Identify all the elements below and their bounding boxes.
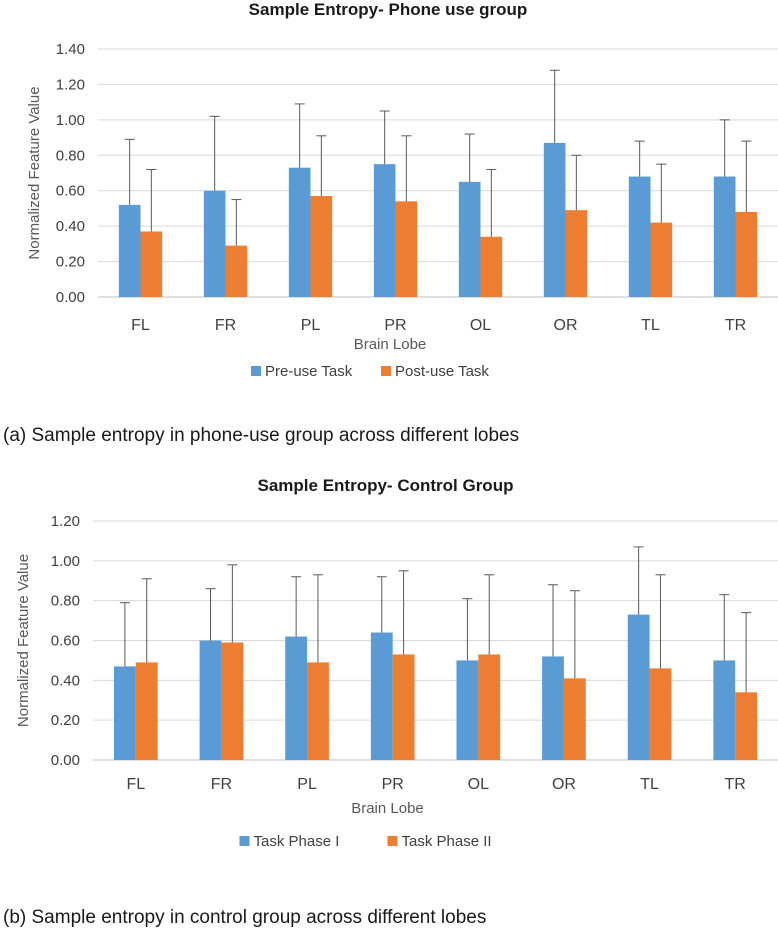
y-tick-label: 0.00 bbox=[51, 752, 80, 769]
y-tick-label: 0.40 bbox=[51, 672, 80, 689]
bar-tr-series-2 bbox=[735, 692, 758, 760]
bar-tr-series-2 bbox=[735, 211, 758, 297]
chart-control: Sample Entropy- Control Group 0.00 0.20 0.4… bbox=[15, 476, 778, 850]
y-tick-label: 0.40 bbox=[56, 218, 85, 235]
x-tick-label-fl: FL bbox=[126, 776, 145, 793]
x-tick-label-or: OR bbox=[554, 317, 578, 334]
bar-or-series-2 bbox=[563, 678, 586, 760]
caption-b: (b) Sample entropy in control group acro… bbox=[3, 907, 487, 928]
chart-phone-use: Sample Entropy- Phone use group 0.00 0.20 0… bbox=[26, 0, 778, 380]
legend-label-series-2: Post-use Task bbox=[395, 363, 489, 380]
bar-fl-series-2 bbox=[140, 231, 163, 297]
x-tick-label-ol: OL bbox=[468, 776, 489, 793]
bar-fl-series-1 bbox=[113, 666, 136, 760]
legend-label-series-2: Task Phase II bbox=[402, 833, 492, 850]
x-tick-label-pr: PR bbox=[382, 776, 404, 793]
x-tick-label-pl: PL bbox=[297, 776, 317, 793]
y-tick-label: 0.60 bbox=[56, 183, 85, 200]
bar-pl-series-2 bbox=[307, 662, 329, 760]
y-tick-label: 1.20 bbox=[56, 76, 85, 93]
y-tick-label: 1.00 bbox=[51, 553, 80, 570]
bar-tr-series-1 bbox=[713, 176, 736, 297]
bar-ol-series-1 bbox=[458, 181, 481, 297]
legend-swatch-series-1 bbox=[251, 366, 261, 376]
bar-ol-series-1 bbox=[456, 660, 479, 760]
bar-tl-series-2 bbox=[649, 668, 672, 760]
x-axis-title: Brain Lobe bbox=[351, 800, 424, 817]
x-axis-title: Brain Lobe bbox=[354, 336, 427, 353]
x-tick-label-ol: OL bbox=[470, 317, 491, 334]
caption-a: (a) Sample entropy in phone-use group ac… bbox=[3, 425, 520, 446]
bar-pr-series-2 bbox=[392, 654, 415, 760]
bar-pr-series-1 bbox=[373, 164, 396, 297]
y-tick-label: 0.80 bbox=[51, 593, 80, 610]
y-axis-title: Normalized Feature Value bbox=[26, 86, 43, 259]
x-tick-label-tr: TR bbox=[725, 317, 746, 334]
x-tick-label-tl: TL bbox=[641, 317, 660, 334]
y-tick-label: 1.00 bbox=[56, 112, 85, 129]
x-tick-label-pr: PR bbox=[384, 317, 406, 334]
bar-fr-series-2 bbox=[225, 245, 248, 297]
legend-swatch-series-1 bbox=[239, 836, 250, 846]
bar-pl-series-1 bbox=[285, 636, 308, 760]
bar-fr-series-1 bbox=[199, 640, 222, 760]
x-tick-label-fr: FR bbox=[215, 317, 236, 334]
bar-ol-series-2 bbox=[478, 654, 501, 760]
bar-tl-series-1 bbox=[628, 176, 651, 297]
bar-or-series-1 bbox=[543, 142, 566, 297]
y-tick-label: 0.20 bbox=[56, 254, 85, 271]
x-tick-label-tr: TR bbox=[725, 776, 746, 793]
chart-title-a: Sample Entropy- Phone use group bbox=[249, 0, 528, 19]
bar-fr-series-1 bbox=[203, 190, 226, 297]
x-tick-label-pl: PL bbox=[301, 317, 321, 334]
y-tick-label: 1.20 bbox=[51, 513, 80, 530]
bar-ol-series-2 bbox=[480, 236, 503, 297]
bar-pr-series-1 bbox=[370, 632, 393, 760]
y-tick-label: 0.20 bbox=[51, 712, 80, 729]
x-tick-label-fr: FR bbox=[211, 776, 232, 793]
legend-swatch-series-2 bbox=[387, 836, 398, 846]
y-axis-title: Normalized Feature Value bbox=[15, 554, 32, 727]
y-tick-label: 1.40 bbox=[56, 41, 85, 58]
chart-title-b: Sample Entropy- Control Group bbox=[258, 476, 514, 495]
legend-swatch-series-2 bbox=[381, 366, 391, 376]
legend-label-series-1: Task Phase I bbox=[254, 833, 340, 850]
bar-tl-series-2 bbox=[650, 222, 673, 297]
legend-label-series-1: Pre-use Task bbox=[265, 363, 353, 380]
bar-pr-series-2 bbox=[395, 201, 418, 297]
bar-or-series-2 bbox=[565, 210, 588, 297]
x-tick-label-or: OR bbox=[552, 776, 576, 793]
bar-tr-series-1 bbox=[713, 660, 736, 760]
bar-fl-series-2 bbox=[135, 662, 158, 760]
bar-tl-series-1 bbox=[627, 614, 650, 760]
y-tick-label: 0.00 bbox=[56, 289, 85, 306]
bar-fr-series-2 bbox=[221, 642, 244, 760]
x-tick-label-tl: TL bbox=[640, 776, 659, 793]
bar-pl-series-1 bbox=[288, 167, 311, 297]
bar-or-series-1 bbox=[542, 656, 564, 760]
y-tick-label: 0.80 bbox=[56, 147, 85, 164]
x-tick-label-fl: FL bbox=[131, 317, 150, 334]
bar-pl-series-2 bbox=[310, 196, 333, 297]
y-tick-label: 0.60 bbox=[51, 633, 80, 650]
bar-fl-series-1 bbox=[118, 204, 141, 297]
